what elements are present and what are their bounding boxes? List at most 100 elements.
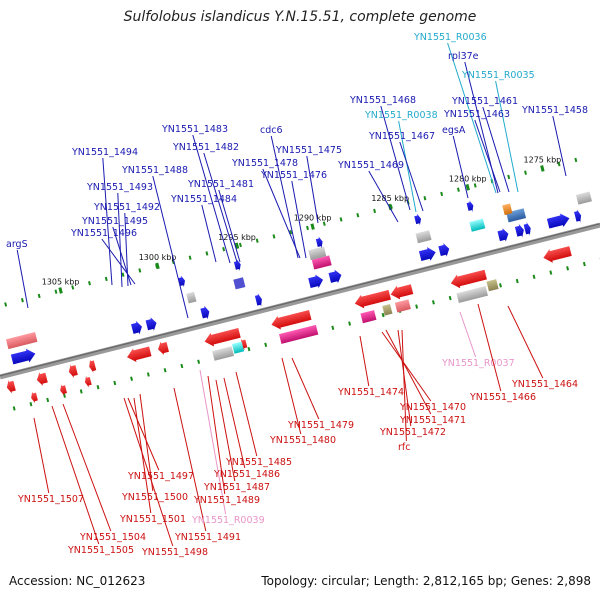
lower-leader-line xyxy=(51,405,100,545)
lower-tick-rail xyxy=(12,406,16,411)
upper-tick-rail xyxy=(255,238,259,243)
lower-gene-label: YN1551_1479 xyxy=(287,420,354,431)
reverse-gene-arrow xyxy=(158,341,169,356)
upper-tick-rail xyxy=(557,162,561,167)
upper-leader-line xyxy=(112,226,132,286)
lower-tick-rail xyxy=(566,266,570,271)
upper-tick-rail xyxy=(37,293,41,299)
genome-summary-text: Topology: circular; Length: 2,812,165 bp… xyxy=(261,574,591,588)
upper-gene-label: YN1551_R0035 xyxy=(461,70,535,81)
lower-gene-label: YN1551_R0037 xyxy=(441,358,515,369)
lower-gene-block xyxy=(486,279,499,292)
upper-tick-rail xyxy=(71,285,75,290)
lower-tick-rail xyxy=(515,278,519,284)
upper-tick-rail xyxy=(138,268,142,273)
genome-backbone xyxy=(0,222,600,380)
lower-tick-rail xyxy=(247,346,251,352)
scale-tick-label: 1280 kbp xyxy=(449,174,487,183)
forward-gene-arrow xyxy=(145,317,157,331)
lower-gene-label: rfc xyxy=(398,442,410,453)
upper-gene-label: YN1551_1475 xyxy=(275,145,342,156)
lower-gene-label: YN1551_1472 xyxy=(379,427,446,438)
upper-tick-rail xyxy=(440,191,444,197)
forward-gene-arrow xyxy=(546,213,570,229)
upper-tick-rail xyxy=(188,255,192,260)
upper-gene-label: YN1551_R0038 xyxy=(364,110,438,121)
major-tick xyxy=(465,184,470,191)
lower-gene-label: YN1551_1466 xyxy=(469,392,536,403)
upper-leader-line xyxy=(152,175,189,319)
upper-tick-rail xyxy=(473,183,477,188)
lower-leader-line xyxy=(281,357,302,435)
upper-tick-rail xyxy=(238,242,242,248)
upper-tick-rail xyxy=(524,170,527,175)
lower-tick-rail xyxy=(96,385,100,390)
lower-tick-rail xyxy=(197,359,201,364)
lower-leader-line xyxy=(291,357,320,420)
lower-gene-label: YN1551_1485 xyxy=(225,457,292,468)
lower-tick-rail xyxy=(163,368,167,373)
lower-gene-label: YN1551_1486 xyxy=(213,469,280,480)
lower-gene-block xyxy=(279,324,319,344)
reverse-gene-arrow xyxy=(390,284,414,300)
major-tick xyxy=(310,223,315,230)
upper-leader-line xyxy=(447,42,497,194)
reverse-gene-arrow xyxy=(240,338,248,351)
upper-leader-line xyxy=(291,180,307,259)
upper-leader-line xyxy=(380,105,411,211)
lower-gene-label: YN1551_1464 xyxy=(511,379,578,390)
upper-leader-line xyxy=(201,204,217,263)
forward-gene-arrow xyxy=(233,259,241,271)
lower-leader-line xyxy=(62,403,112,532)
upper-leader-line xyxy=(101,238,136,285)
reverse-gene-arrow xyxy=(36,372,48,386)
upper-gene-block xyxy=(233,277,246,290)
upper-tick-rail xyxy=(20,297,24,303)
upper-leader-line xyxy=(117,192,123,288)
lower-tick-rail xyxy=(180,363,184,369)
lower-leader-line xyxy=(385,329,432,415)
upper-leader-line xyxy=(270,135,299,259)
scale-tick-label: 1290 kbp xyxy=(294,214,332,223)
upper-gene-label: YN1551_1496 xyxy=(70,228,137,239)
upper-tick-rail xyxy=(104,276,108,282)
reverse-gene-arrow xyxy=(84,375,92,388)
upper-gene-block xyxy=(502,203,513,216)
lower-gene-block xyxy=(212,346,234,361)
lower-leader-line xyxy=(235,371,258,457)
lower-leader-line xyxy=(381,331,432,402)
upper-gene-label: YN1551_1493 xyxy=(86,182,153,193)
major-tick xyxy=(388,203,393,211)
lower-gene-label: YN1551_1498 xyxy=(141,547,208,558)
upper-tick-rail xyxy=(574,157,578,163)
forward-gene-arrow xyxy=(308,274,323,289)
upper-gene-block xyxy=(311,255,332,270)
lower-leader-line xyxy=(215,379,236,482)
upper-tick-rail xyxy=(121,272,125,277)
forward-gene-arrow xyxy=(497,228,509,242)
lower-leader-line xyxy=(139,393,154,492)
upper-leader-line xyxy=(192,134,231,264)
upper-gene-label: YN1551_1488 xyxy=(121,165,188,176)
upper-gene-label: YN1551_1483 xyxy=(161,124,228,135)
lower-gene-block xyxy=(394,299,411,313)
forward-gene-arrow xyxy=(10,348,36,365)
upper-gene-label: egsA xyxy=(442,125,466,136)
upper-gene-block xyxy=(469,218,486,232)
forward-gene-arrow xyxy=(418,247,436,261)
scale-tick-label: 1305 kbp xyxy=(42,277,80,286)
upper-gene-label: YN1551_1484 xyxy=(170,194,237,205)
upper-tick-rail xyxy=(339,217,343,222)
upper-gene-label: YN1551_1476 xyxy=(260,170,327,181)
lower-leader-line xyxy=(173,387,207,532)
lower-gene-label: YN1551_1501 xyxy=(119,514,186,525)
upper-gene-block xyxy=(575,191,592,205)
forward-gene-arrow xyxy=(574,209,582,223)
lower-gene-label: YN1551_1474 xyxy=(337,387,404,398)
upper-gene-label: YN1551_1461 xyxy=(451,96,518,107)
upper-tick-rail xyxy=(222,246,226,252)
forward-gene-arrow xyxy=(131,320,142,335)
upper-leader-line xyxy=(368,170,399,223)
